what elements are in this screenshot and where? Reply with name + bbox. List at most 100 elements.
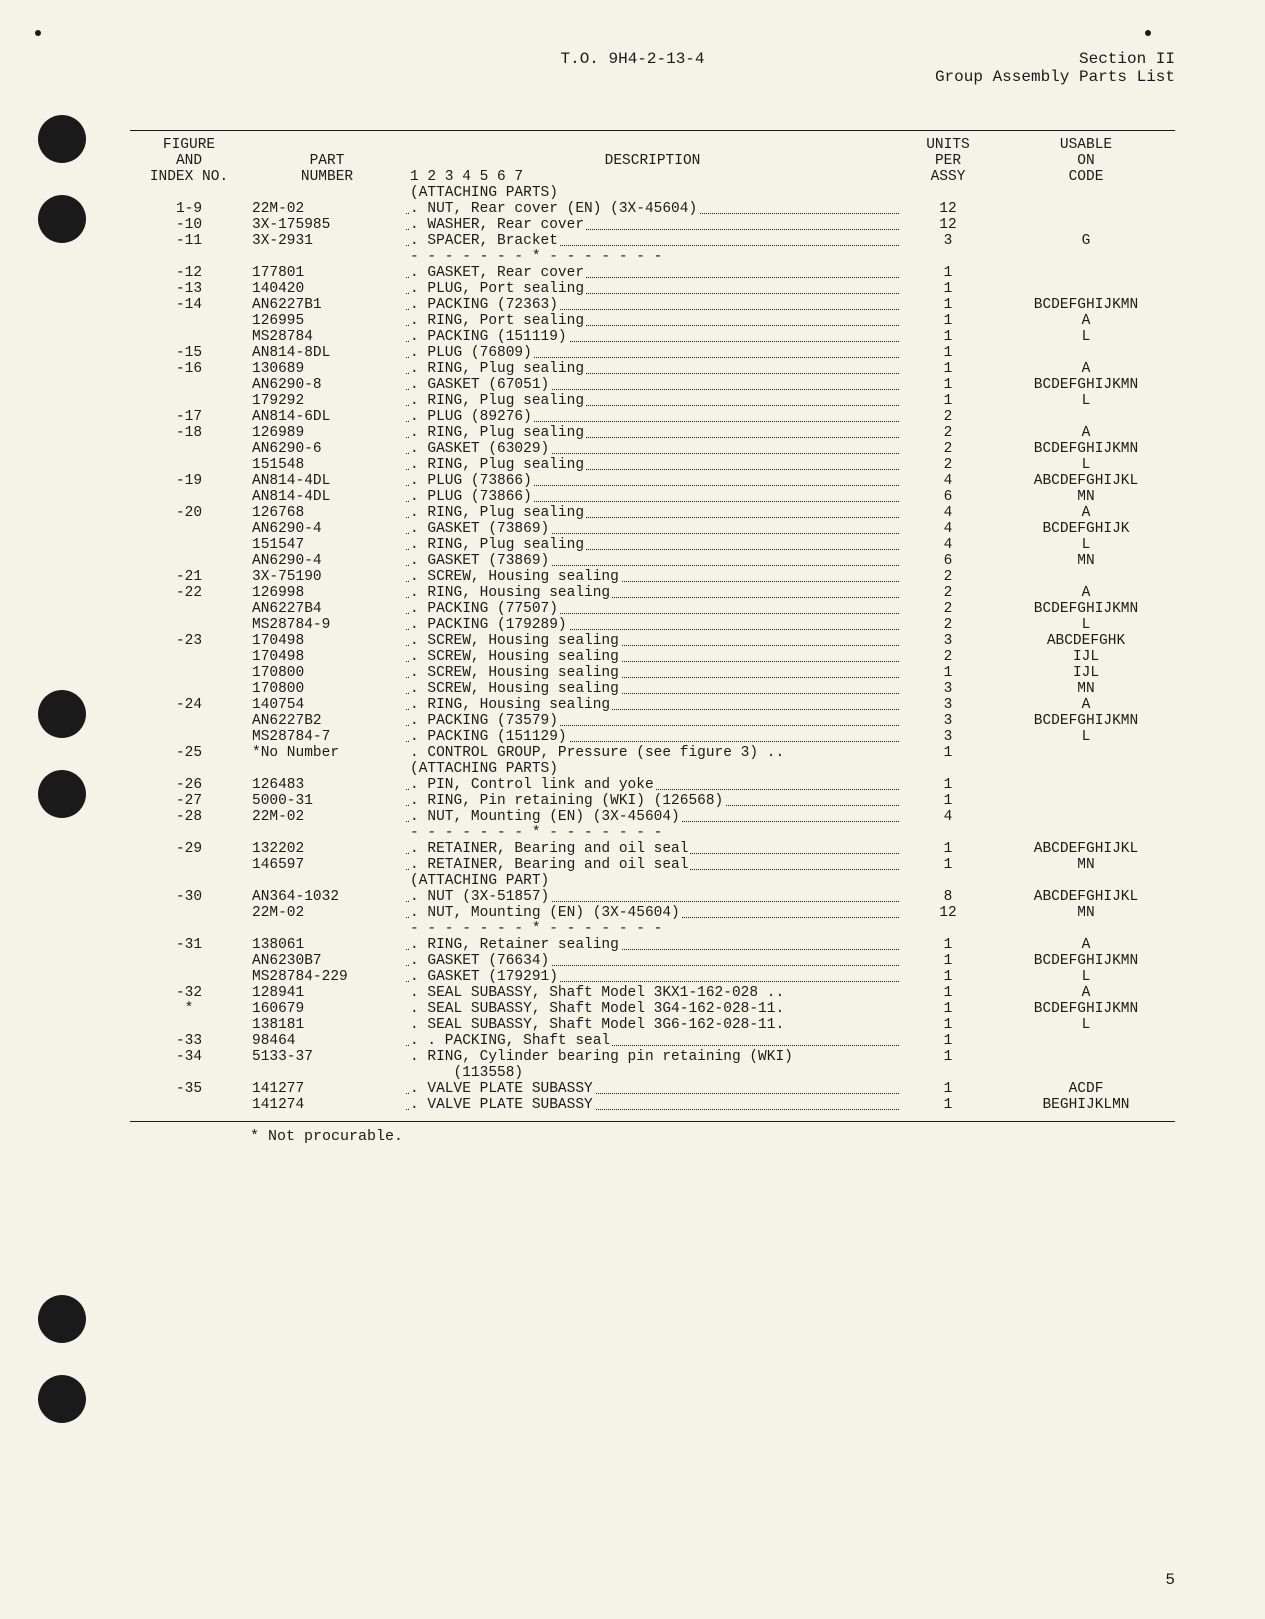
cell-code: ABCDEFGHIJKL [997, 841, 1175, 857]
cell-units: 1 [899, 969, 997, 985]
cell-part-number: 151548 [248, 457, 406, 473]
page-header: T.O. 9H4-2-13-4 Section II Group Assembl… [70, 50, 1175, 86]
cell-part-number: 126768 [248, 505, 406, 521]
cell-code [997, 793, 1175, 809]
cell-code: L [997, 1017, 1175, 1033]
cell-units: 6 [899, 553, 997, 569]
cell-part-number: 126998 [248, 585, 406, 601]
cell-description: . SCREW, Housing sealing [406, 681, 899, 697]
cell-part-number: 170498 [248, 633, 406, 649]
cell-index: -26 [130, 777, 248, 793]
cell-units: 4 [899, 809, 997, 825]
cell-code [997, 201, 1175, 217]
cell-part-number: 3X-2931 [248, 233, 406, 249]
cell-units: 2 [899, 441, 997, 457]
cell-description: . PACKING (179289) [406, 617, 899, 633]
cell-units: 3 [899, 713, 997, 729]
cell-description: . GASKET (76634) [406, 953, 899, 969]
table-row: 170800. SCREW, Housing sealing1IJL [130, 665, 1175, 681]
cell-units: 1 [899, 793, 997, 809]
cell-index: -24 [130, 697, 248, 713]
table-row: -29132202. RETAINER, Bearing and oil sea… [130, 841, 1175, 857]
col-code-2: ON [997, 153, 1175, 169]
cell-description: . SCREW, Housing sealing [406, 649, 899, 665]
cell-index [130, 1017, 248, 1033]
table-row: -22126998. RING, Housing sealing2A [130, 585, 1175, 601]
cell-part-number: 3X-175985 [248, 217, 406, 233]
cell-index [130, 393, 248, 409]
cell-code: A [997, 937, 1175, 953]
cell-code: MN [997, 553, 1175, 569]
cell-description: . PACKING (151129) [406, 729, 899, 745]
cell-part-number: 128941 [248, 985, 406, 1001]
cell-index: -19 [130, 473, 248, 489]
table-row: -32128941. SEAL SUBASSY, Shaft Model 3KX… [130, 985, 1175, 1001]
cell-units: 3 [899, 233, 997, 249]
cell-index [130, 313, 248, 329]
cell-description: . PLUG (76809) [406, 345, 899, 361]
col-index-3: INDEX NO. [130, 169, 248, 185]
cell-units: 4 [899, 521, 997, 537]
cell-units: 3 [899, 697, 997, 713]
cell-units: 1 [899, 377, 997, 393]
table-row: AN6290-4. GASKET (73869)6MN [130, 553, 1175, 569]
section-label-row: (ATTACHING PART) [130, 873, 1175, 889]
cell-part-number: 151547 [248, 537, 406, 553]
separator-row: - - - - - - - * - - - - - - - [130, 825, 1175, 841]
cell-code [997, 745, 1175, 761]
cell-code: BCDEFGHIJKMN [997, 713, 1175, 729]
cell-part-number: 179292 [248, 393, 406, 409]
page: T.O. 9H4-2-13-4 Section II Group Assembl… [0, 0, 1265, 1619]
cell-code: BEGHIJKLMN [997, 1097, 1175, 1113]
table-row: 22M-02. NUT, Mounting (EN) (3X-45604)12M… [130, 905, 1175, 921]
cell-index [130, 441, 248, 457]
table-row: 151547. RING, Plug sealing4L [130, 537, 1175, 553]
cell-units: 1 [899, 393, 997, 409]
cell-index [130, 377, 248, 393]
cell-units: 2 [899, 585, 997, 601]
cell-index [130, 665, 248, 681]
cell-index: -21 [130, 569, 248, 585]
col-index-1: FIGURE [130, 137, 248, 153]
section-label: (ATTACHING PARTS) [406, 185, 899, 201]
col-part-2: NUMBER [248, 169, 406, 185]
cell-index: -31 [130, 937, 248, 953]
cell-units: 12 [899, 201, 997, 217]
cell-part-number: 22M-02 [248, 809, 406, 825]
cell-index: -35 [130, 1081, 248, 1097]
cell-part-number: 141274 [248, 1097, 406, 1113]
cell-code: BCDEFGHIJKMN [997, 601, 1175, 617]
cell-part-number: MS28784-7 [248, 729, 406, 745]
cell-part-number: AN6227B4 [248, 601, 406, 617]
col-units-1: UNITS [899, 137, 997, 153]
cell-description: . NUT, Mounting (EN) (3X-45604) [406, 809, 899, 825]
cell-index: -17 [130, 409, 248, 425]
cell-description: . GASKET, Rear cover [406, 265, 899, 281]
cell-units: 2 [899, 569, 997, 585]
cell-index: -23 [130, 633, 248, 649]
cell-units: 1 [899, 1033, 997, 1049]
table-row: MS28784-229. GASKET (179291)1L [130, 969, 1175, 985]
cell-description: . GASKET (73869) [406, 521, 899, 537]
table-row: AN6227B4. PACKING (77507)2BCDEFGHIJKMN [130, 601, 1175, 617]
cell-description: . PLUG (73866) [406, 473, 899, 489]
cell-code: L [997, 393, 1175, 409]
section-title: Group Assembly Parts List [935, 68, 1175, 86]
table-row: AN6290-8. GASKET (67051)1BCDEFGHIJKMN [130, 377, 1175, 393]
cell-index: -27 [130, 793, 248, 809]
cell-index: -14 [130, 297, 248, 313]
cell-code [997, 1065, 1175, 1081]
cell-part-number: 170800 [248, 681, 406, 697]
cell-index: -29 [130, 841, 248, 857]
cell-part-number: 138061 [248, 937, 406, 953]
cell-units: 1 [899, 857, 997, 873]
cell-index: -30 [130, 889, 248, 905]
table-row: -23170498. SCREW, Housing sealing3ABCDEF… [130, 633, 1175, 649]
section-label: - - - - - - - * - - - - - - - [406, 825, 899, 841]
binder-hole [38, 115, 86, 163]
cell-description: . SCREW, Housing sealing [406, 569, 899, 585]
cell-code: BCDEFGHIJKMN [997, 1001, 1175, 1017]
cell-description: . GASKET (63029) [406, 441, 899, 457]
cell-description: . RING, Housing sealing [406, 697, 899, 713]
table-row: -16130689. RING, Plug sealing1A [130, 361, 1175, 377]
